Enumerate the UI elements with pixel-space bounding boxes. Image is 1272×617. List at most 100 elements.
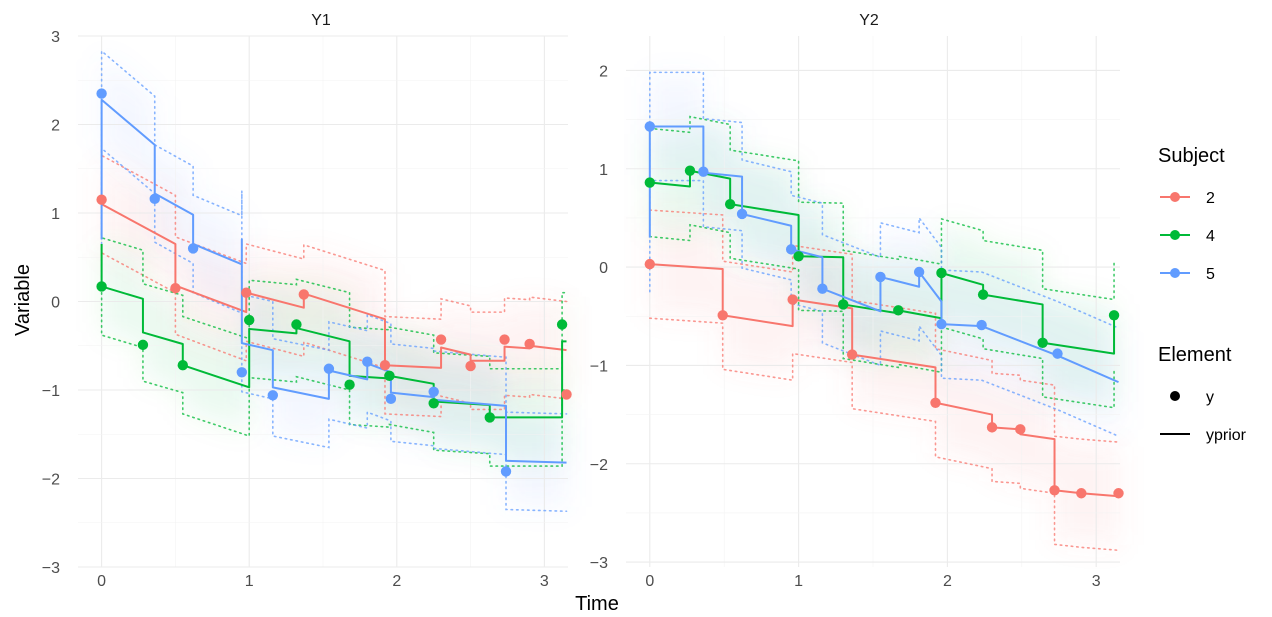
point-subject-5 (1052, 348, 1063, 359)
legend-item-element-y: y (1170, 389, 1214, 406)
x-tick-labels: 0 1 2 3 (645, 573, 1100, 590)
ribbon-subject-5 (649, 77, 1119, 432)
point-subject-2 (499, 334, 510, 345)
lower-bound-subject-5 (649, 179, 1120, 438)
point-subject-4 (244, 314, 255, 326)
x-tick-label: 0 (97, 573, 106, 590)
point-subject-5 (913, 266, 925, 278)
observation-points (96, 88, 572, 477)
point-subject-2 (1076, 488, 1087, 499)
point-subject-4 (291, 319, 302, 330)
lower-bound-subject-4 (649, 223, 1115, 409)
upper-bound-subject-2 (649, 209, 1120, 443)
point-subject-5 (875, 271, 886, 283)
y-tick-label: −3 (42, 560, 60, 577)
legend-label-subject-4: 4 (1206, 228, 1215, 245)
point-subject-5 (187, 243, 199, 254)
ribbon-subject-5 (101, 55, 567, 507)
legend-element-title: Element (1158, 344, 1232, 366)
y-tick-label: 1 (599, 162, 608, 179)
uncertainty-ribbons (101, 55, 567, 507)
legend-label-subject-5: 5 (1206, 266, 1215, 283)
prior-interval-lines (100, 49, 568, 513)
point-subject-5 (267, 390, 279, 401)
point-subject-4 (344, 379, 355, 390)
point-subject-2 (1113, 488, 1124, 499)
point-subject-5 (936, 318, 947, 330)
legend-item-element-yprior: yprior (1160, 427, 1247, 444)
y-tick-labels: −3 −2 −1 0 1 2 3 (42, 29, 60, 577)
y-tick-label: 2 (599, 63, 608, 80)
x-axis-title: Time (575, 593, 619, 615)
x-tick-label: 3 (1092, 573, 1101, 590)
y-tick-label: −3 (590, 555, 608, 572)
point-subject-4 (96, 281, 107, 292)
upper-bound-subject-2 (100, 150, 568, 321)
legend-item-subject-5: 5 (1160, 266, 1215, 283)
lower-bound-subject-2 (100, 247, 568, 418)
x-tick-labels: 0 1 2 3 (97, 573, 549, 590)
panel-y1: −3 −2 −1 0 1 2 3 0 1 2 3 Y1 (42, 12, 572, 590)
point-subject-5 (976, 319, 987, 331)
point-subject-5 (736, 208, 748, 220)
point-subject-2 (1015, 424, 1026, 435)
y-axis-title: Variable (12, 264, 34, 336)
y-tick-label: 3 (51, 29, 60, 46)
point-subject-4 (684, 165, 696, 176)
point-subject-5 (323, 363, 335, 374)
point-subject-2 (298, 289, 310, 300)
upper-bound-subject-4 (100, 194, 568, 370)
point-subject-5 (500, 466, 512, 477)
x-tick-label: 0 (645, 573, 654, 590)
gridlines (78, 35, 568, 568)
legend-label-subject-2: 2 (1206, 190, 1215, 207)
point-subject-2 (465, 360, 476, 372)
point-subject-2 (986, 422, 998, 433)
x-tick-label: 2 (392, 573, 401, 590)
observation-points (644, 121, 1124, 499)
ribbon-subject-2 (649, 214, 1119, 546)
panel-title-y2: Y2 (859, 12, 879, 29)
point-subject-2 (1049, 485, 1060, 496)
point-subject-4 (893, 305, 904, 316)
y-tick-label: −2 (590, 457, 608, 474)
panel-y2: −3 −2 −1 0 1 2 0 1 2 3 Y2 (590, 12, 1124, 590)
prior-interval-lines (649, 71, 1120, 552)
panel-title-y1: Y1 (311, 12, 331, 29)
legend-item-subject-2: 2 (1160, 190, 1215, 207)
y-tick-label: 0 (51, 295, 60, 312)
point-subject-2 (379, 360, 391, 371)
point-subject-4 (137, 339, 149, 351)
point-subject-2 (644, 258, 656, 270)
point-subject-5 (236, 367, 248, 378)
lower-bound-subject-2 (649, 317, 1120, 552)
point-subject-5 (785, 244, 797, 255)
x-tick-label: 1 (245, 573, 254, 590)
point-subject-5 (698, 166, 709, 177)
x-tick-label: 3 (540, 573, 549, 590)
point-subject-5 (96, 88, 107, 99)
point-subject-4 (428, 398, 439, 409)
point-subject-4 (177, 360, 188, 371)
y-tick-label: −1 (590, 358, 608, 375)
y-tick-label: 0 (599, 260, 608, 277)
point-subject-5 (149, 193, 160, 205)
point-subject-5 (362, 356, 373, 367)
ribbon-subject-2 (101, 155, 567, 413)
y-tick-label: −2 (42, 472, 60, 489)
point-subject-4 (793, 251, 804, 262)
point-subject-2 (96, 194, 107, 205)
point-subject-2 (241, 287, 252, 298)
x-tick-label: 2 (943, 573, 952, 590)
legend-label-element-y: y (1206, 389, 1214, 406)
point-subject-5 (385, 393, 397, 405)
y-tick-label: 2 (51, 118, 60, 135)
y-tick-label: −1 (42, 383, 60, 400)
legend-subject-title: Subject (1158, 145, 1225, 167)
point-subject-2 (717, 310, 728, 321)
point-subject-5 (428, 386, 439, 397)
lower-bound-subject-4 (100, 291, 568, 467)
legend: Subject 2 4 5 Element y yprior (1158, 145, 1247, 444)
point-subject-4 (1037, 337, 1048, 348)
